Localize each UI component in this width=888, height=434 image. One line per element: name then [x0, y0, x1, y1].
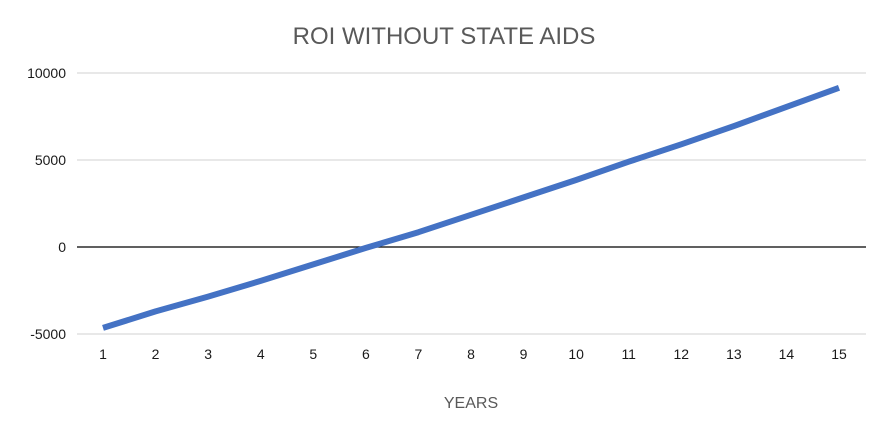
chart-title: ROI WITHOUT STATE AIDS — [293, 23, 596, 50]
series-line-0 — [102, 84, 841, 331]
x-axis-label: YEARS — [444, 395, 498, 412]
x-tick-label: 8 — [467, 346, 475, 362]
y-axis-tick-labels: -5000 0 5000 10000 — [27, 65, 66, 342]
y-tick-label: 0 — [58, 239, 66, 255]
y-tick-label: 5000 — [35, 152, 66, 168]
x-axis-tick-labels: 1 2 3 4 5 6 7 8 9 10 11 12 13 14 15 — [99, 346, 847, 362]
x-tick-label: 7 — [415, 346, 423, 362]
x-tick-label: 1 — [99, 346, 107, 362]
x-tick-label: 11 — [621, 346, 636, 362]
x-tick-label: 6 — [362, 346, 370, 362]
x-tick-label: 9 — [520, 346, 528, 362]
x-tick-label: 5 — [309, 346, 317, 362]
x-tick-label: 10 — [568, 346, 584, 362]
x-tick-label: 4 — [257, 346, 265, 362]
x-tick-label: 14 — [779, 346, 795, 362]
y-tick-label: 10000 — [27, 65, 66, 81]
series-layer — [102, 84, 841, 331]
x-tick-label: 12 — [673, 346, 689, 362]
gridlines — [77, 72, 866, 335]
x-tick-label: 15 — [831, 346, 847, 362]
y-tick-label: -5000 — [30, 326, 66, 342]
x-tick-label: 3 — [204, 346, 212, 362]
x-tick-label: 13 — [726, 346, 742, 362]
x-tick-label: 2 — [152, 346, 160, 362]
